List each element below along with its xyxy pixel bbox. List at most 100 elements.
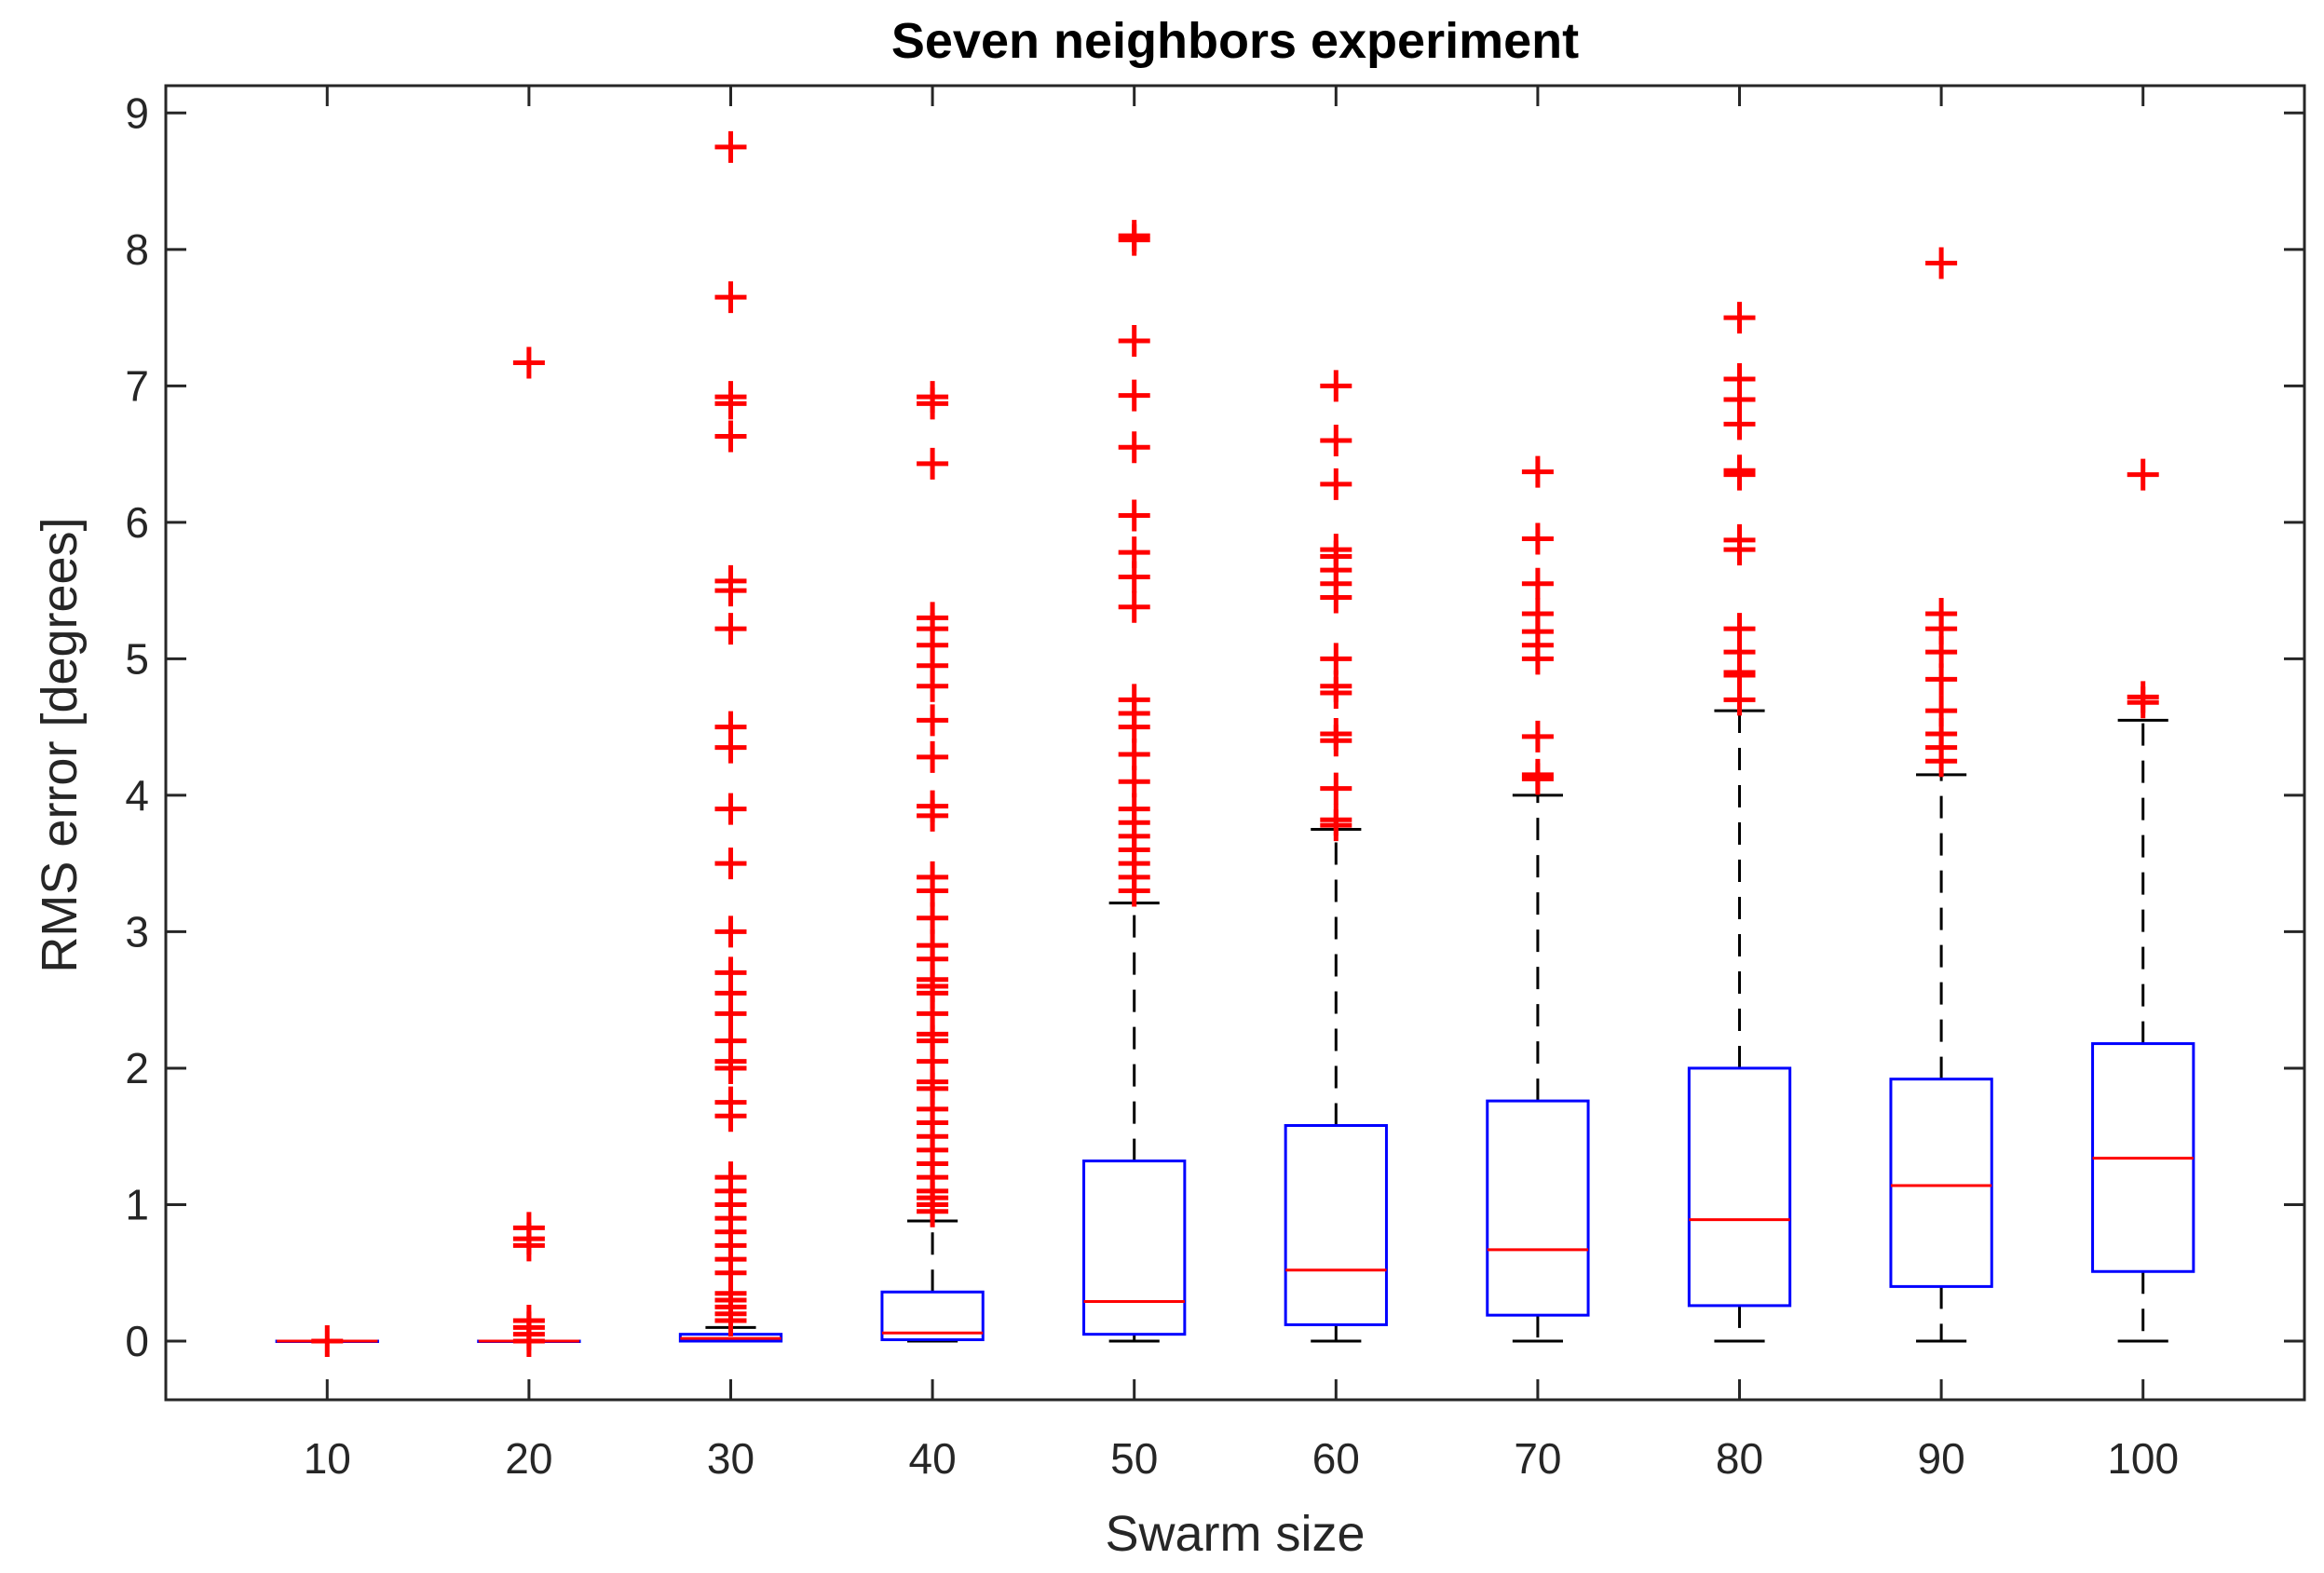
outlier-marker bbox=[714, 281, 747, 314]
outlier-marker bbox=[1118, 220, 1150, 252]
outlier-marker bbox=[917, 447, 949, 480]
x-tick-label: 90 bbox=[1918, 1434, 1965, 1483]
outlier-marker bbox=[917, 929, 949, 962]
outlier-marker bbox=[714, 381, 747, 414]
outlier-marker bbox=[714, 1024, 747, 1057]
outlier-marker bbox=[512, 1212, 545, 1244]
outlier-marker bbox=[714, 1086, 747, 1119]
outlier-marker bbox=[714, 420, 747, 453]
outlier-marker bbox=[917, 704, 949, 737]
outlier-marker bbox=[714, 130, 747, 163]
outlier-marker bbox=[1925, 598, 1958, 631]
chart-title: Seven neighbors experiment bbox=[891, 13, 1579, 69]
outlier-marker bbox=[714, 915, 747, 948]
outlier-marker bbox=[714, 793, 747, 825]
outlier-marker bbox=[2127, 458, 2159, 491]
outlier-marker bbox=[1723, 302, 1756, 334]
outlier-marker bbox=[917, 861, 949, 893]
x-axis-label: Swarm size bbox=[1105, 1506, 1365, 1562]
y-tick-label: 3 bbox=[125, 907, 149, 956]
x-tick-label: 40 bbox=[909, 1434, 957, 1483]
y-tick-label: 7 bbox=[125, 361, 149, 410]
box-group-70 bbox=[1486, 455, 1590, 1343]
x-tick-label: 20 bbox=[505, 1434, 552, 1483]
outlier-marker bbox=[1723, 613, 1756, 645]
outlier-marker bbox=[1320, 424, 1352, 456]
y-tick-label: 5 bbox=[125, 634, 149, 683]
box-group-80 bbox=[1687, 302, 1792, 1343]
plot-frame bbox=[164, 84, 2306, 1402]
box-iqr bbox=[1486, 1099, 1590, 1317]
box-group-90 bbox=[1889, 247, 1993, 1343]
box-iqr bbox=[880, 1290, 985, 1342]
outlier-marker bbox=[1925, 663, 1958, 696]
outlier-marker bbox=[714, 956, 747, 989]
y-axis-label: RMS error [degrees] bbox=[32, 517, 88, 972]
outlier-marker bbox=[1118, 431, 1150, 464]
outlier-marker bbox=[1925, 695, 1958, 727]
outlier-marker bbox=[714, 711, 747, 743]
outlier-marker bbox=[1521, 522, 1554, 555]
outlier-marker bbox=[917, 790, 949, 822]
outlier-marker bbox=[714, 613, 747, 645]
outlier-marker bbox=[1118, 738, 1150, 770]
outlier-marker bbox=[1521, 598, 1554, 631]
box-group-100 bbox=[2091, 458, 2195, 1343]
box-iqr bbox=[1082, 1159, 1187, 1336]
outlier-marker bbox=[1320, 717, 1352, 750]
outlier-marker bbox=[1925, 247, 1958, 279]
outlier-marker bbox=[1118, 499, 1150, 532]
y-tick-label: 6 bbox=[125, 498, 149, 547]
box-group-40 bbox=[880, 381, 985, 1343]
y-tick-label: 9 bbox=[125, 88, 149, 137]
outlier-marker bbox=[512, 1305, 545, 1337]
box-group-60 bbox=[1284, 370, 1388, 1343]
outlier-marker bbox=[1118, 324, 1150, 357]
outlier-marker bbox=[311, 1325, 344, 1357]
outlier-marker bbox=[1118, 536, 1150, 569]
box-group-20 bbox=[477, 346, 581, 1357]
x-tick-label: 100 bbox=[2107, 1434, 2179, 1483]
x-tick-label: 80 bbox=[1716, 1434, 1763, 1483]
outlier-marker bbox=[917, 381, 949, 414]
outlier-marker bbox=[1118, 793, 1150, 825]
y-tick-label: 0 bbox=[125, 1317, 149, 1365]
x-tick-label: 30 bbox=[707, 1434, 754, 1483]
outlier-marker bbox=[714, 564, 747, 597]
y-tick-label: 2 bbox=[125, 1044, 149, 1092]
box-group-50 bbox=[1082, 220, 1187, 1343]
outlier-marker bbox=[1723, 523, 1756, 556]
outlier-marker bbox=[1320, 670, 1352, 702]
outlier-marker bbox=[1118, 684, 1150, 716]
outlier-marker bbox=[1521, 720, 1554, 753]
y-tick-label: 8 bbox=[125, 225, 149, 274]
outlier-marker bbox=[1521, 567, 1554, 600]
outlier-marker bbox=[1118, 590, 1150, 623]
y-tick-label: 4 bbox=[125, 771, 149, 820]
outlier-marker bbox=[1521, 758, 1554, 791]
outlier-marker bbox=[1320, 643, 1352, 675]
outlier-marker bbox=[917, 902, 949, 934]
outlier-marker bbox=[917, 740, 949, 773]
box-group-30 bbox=[678, 130, 783, 1343]
x-tick-label: 60 bbox=[1312, 1434, 1360, 1483]
outlier-marker bbox=[714, 848, 747, 880]
box-iqr bbox=[1284, 1123, 1388, 1326]
outlier-marker bbox=[917, 602, 949, 634]
outlier-marker bbox=[714, 1161, 747, 1194]
box-iqr bbox=[1687, 1066, 1792, 1308]
outlier-marker bbox=[1118, 379, 1150, 412]
outlier-marker bbox=[2127, 681, 2159, 713]
outlier-marker bbox=[512, 346, 545, 379]
outlier-marker bbox=[1320, 468, 1352, 500]
x-tick-label: 50 bbox=[1110, 1434, 1158, 1483]
outlier-marker bbox=[1521, 455, 1554, 488]
outlier-marker bbox=[1320, 534, 1352, 566]
outlier-marker bbox=[1118, 766, 1150, 798]
box-iqr bbox=[1889, 1078, 1993, 1288]
outlier-marker bbox=[1320, 370, 1352, 402]
outlier-marker bbox=[1723, 363, 1756, 396]
x-tick-label: 70 bbox=[1514, 1434, 1561, 1483]
